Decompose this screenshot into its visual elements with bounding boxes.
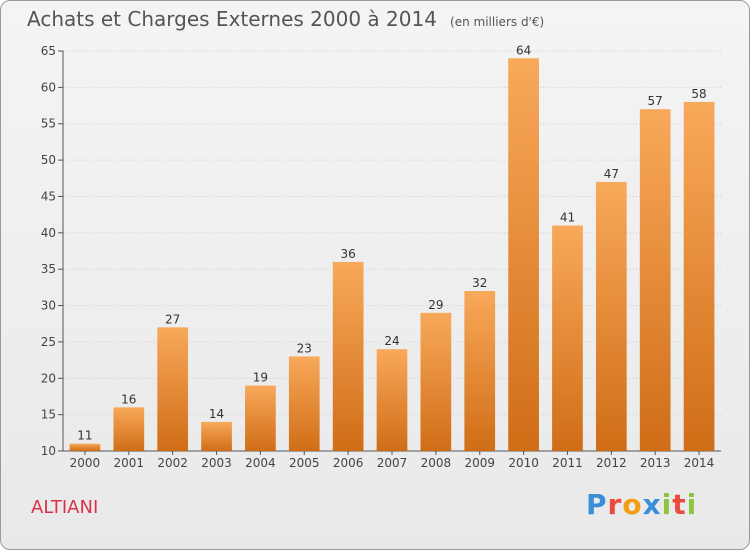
bar-value-label: 64	[516, 43, 531, 57]
data-labels: 11 16 27 14 19 23 36 24 29 32 64 41 47 57 58	[77, 43, 706, 442]
bar-value-label: 14	[209, 407, 224, 421]
bar	[113, 407, 145, 451]
y-tick-label: 65	[41, 44, 56, 58]
y-tick-label: 20	[41, 371, 56, 385]
y-tick-label: 30	[41, 299, 56, 313]
bar-value-label: 19	[253, 371, 268, 385]
logo-letter: i	[661, 488, 673, 521]
bar	[464, 291, 496, 451]
x-tick-label: 2011	[552, 456, 583, 470]
bar-value-label: 41	[560, 211, 575, 225]
y-tick-label: 25	[41, 335, 56, 349]
y-tick-label: 55	[41, 117, 56, 131]
bar-value-label: 57	[648, 94, 663, 108]
bar	[69, 443, 101, 451]
bar-value-label: 47	[604, 167, 619, 181]
title-block: Achats et Charges Externes 2000 à 2014 (…	[27, 7, 544, 31]
logo-letter: x	[642, 488, 662, 521]
proxiti-logo[interactable]: Proxiti	[586, 488, 697, 521]
bar-value-label: 58	[691, 87, 706, 101]
x-tick-label: 2008	[421, 456, 452, 470]
bar	[157, 327, 189, 451]
x-axis: 2000 2001 2002 2003 2004 2005 2006 2007 2008 2009…	[70, 451, 715, 470]
bars	[69, 58, 715, 451]
y-tick-label: 35	[41, 262, 56, 276]
bar-value-label: 24	[384, 334, 399, 348]
bar	[552, 225, 583, 451]
bar	[332, 261, 364, 451]
logo-letter: i	[686, 488, 698, 521]
bar-value-label: 23	[297, 341, 312, 355]
bar	[639, 109, 671, 451]
commune-name: ALTIANI	[31, 497, 99, 518]
bar	[508, 58, 539, 451]
x-tick-label: 2006	[333, 456, 364, 470]
logo-letter: r	[607, 488, 623, 521]
bar	[683, 101, 715, 451]
bar	[245, 385, 276, 451]
y-tick-label: 50	[41, 153, 56, 167]
y-tick-label: 10	[41, 444, 56, 458]
chart-subtitle: (en milliers d'€)	[450, 15, 545, 29]
x-tick-label: 2005	[289, 456, 320, 470]
logo-letter: o	[622, 488, 643, 521]
y-tick-label: 45	[41, 189, 56, 203]
bar	[201, 421, 232, 451]
bar-value-label: 32	[472, 276, 487, 290]
logo-letter: P	[586, 488, 608, 521]
chart-title: Achats et Charges Externes 2000 à 2014	[27, 7, 437, 31]
x-tick-label: 2009	[464, 456, 495, 470]
bar	[376, 349, 408, 451]
y-tick-label: 15	[41, 408, 56, 422]
bar	[288, 356, 320, 451]
y-tick-label: 60	[41, 80, 56, 94]
x-tick-label: 2007	[377, 456, 408, 470]
x-tick-label: 2000	[70, 456, 101, 470]
x-tick-label: 2010	[508, 456, 539, 470]
bar	[420, 312, 452, 451]
bar-value-label: 27	[165, 312, 180, 326]
bar-value-label: 16	[121, 392, 136, 406]
y-tick-label: 40	[41, 226, 56, 240]
bar-value-label: 36	[340, 247, 355, 261]
x-tick-label: 2003	[201, 456, 232, 470]
x-tick-label: 2001	[114, 456, 145, 470]
x-tick-label: 2004	[245, 456, 276, 470]
bar	[595, 181, 627, 451]
x-tick-label: 2002	[157, 456, 188, 470]
bar-value-label: 29	[428, 298, 443, 312]
logo-letter: t	[672, 488, 687, 521]
bar-value-label: 11	[77, 429, 92, 443]
x-tick-label: 2012	[596, 456, 627, 470]
x-tick-label: 2014	[684, 456, 715, 470]
x-tick-label: 2013	[640, 456, 671, 470]
